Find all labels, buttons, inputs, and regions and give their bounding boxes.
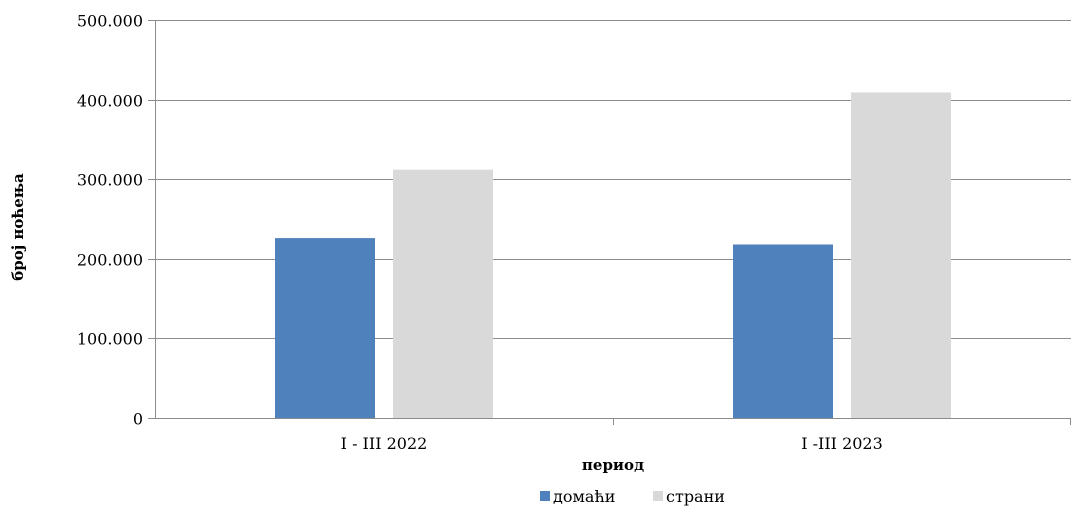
x-tick-labels: I - III 2022 I -III 2023 [341,434,883,453]
bar [393,169,493,418]
legend-label: страни [666,487,725,506]
bar [851,92,951,418]
legend-swatch [540,491,550,501]
bar [733,244,833,418]
y-tick-label: 200.000 [77,251,143,270]
y-tick-label: 0 [133,410,143,429]
axes [148,20,1071,425]
y-axis-title: број ноћења [9,173,27,281]
x-tick-label: I - III 2022 [341,434,428,453]
legend-swatch [653,491,663,501]
y-tick-label: 300.000 [77,171,143,190]
y-tick-label: 500.000 [77,12,143,31]
y-tick-labels: 0 100.000 200.000 300.000 400.000 500.000 [77,12,143,429]
bars [275,92,951,418]
legend-item: домаћи [540,487,615,506]
legend-item: страни [653,487,725,506]
x-tick-label: I -III 2023 [801,434,883,453]
legend: домаћи страни [540,487,725,506]
legend-label: домаћи [553,487,615,506]
y-tick-label: 100.000 [77,330,143,349]
bar [275,238,375,418]
x-axis-title: период [582,456,644,474]
y-tick-label: 400.000 [77,92,143,111]
